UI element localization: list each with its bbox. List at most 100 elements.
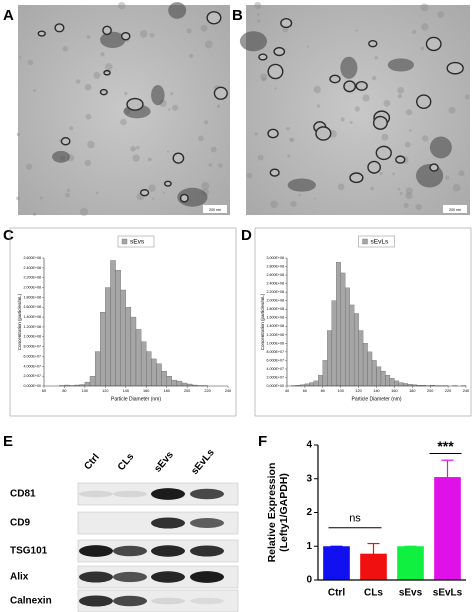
texture — [397, 93, 402, 99]
scale-bar-box — [443, 205, 467, 213]
texture — [354, 106, 361, 112]
y-tick-label: 6.000E+07 — [267, 358, 285, 362]
x-tick-label: CLs — [364, 588, 383, 599]
texture — [198, 135, 204, 142]
texture — [18, 55, 22, 59]
y-tick-label: 2.000E+08 — [24, 285, 42, 289]
vesicle — [280, 18, 293, 29]
texture — [405, 109, 413, 116]
texture — [397, 87, 405, 94]
y-tick-label: 2.600E+08 — [267, 273, 285, 277]
texture — [420, 3, 429, 12]
histogram-bar — [130, 316, 137, 387]
histogram-bar — [156, 363, 162, 387]
histogram-bar — [105, 287, 111, 387]
histogram-bar — [340, 272, 346, 387]
histogram-bar — [171, 379, 178, 387]
y-tick-label: 3.000E+08 — [267, 256, 285, 260]
histogram-bar — [181, 382, 188, 387]
panel-label: A — [3, 7, 14, 24]
texture — [381, 133, 389, 141]
bar — [323, 546, 350, 580]
y-axis-label: Relative Expression — [266, 463, 278, 563]
histogram-bar — [398, 382, 404, 387]
panel-border — [254, 227, 472, 417]
vesicle — [102, 25, 112, 36]
texture — [204, 40, 213, 49]
vesicle — [368, 40, 378, 48]
vesicle — [267, 128, 279, 139]
y-tick-label: 6.000E+07 — [24, 354, 42, 358]
histogram-bar — [353, 313, 359, 387]
stain — [151, 84, 165, 106]
band — [113, 490, 147, 498]
texture — [149, 32, 155, 38]
texture — [139, 30, 148, 38]
y-tick-label: 2 — [306, 507, 312, 518]
band — [151, 488, 185, 500]
texture — [306, 45, 310, 48]
histogram-bar — [304, 383, 310, 387]
y-tick-label: 1.400E+08 — [24, 315, 42, 319]
texture — [437, 11, 445, 18]
x-tick-label: 180 — [409, 389, 415, 393]
texture — [148, 184, 156, 192]
vesicle — [416, 94, 432, 110]
histogram-bar — [376, 366, 382, 387]
y-tick-label: 4 — [306, 440, 312, 451]
y-tick-label: 1.400E+08 — [267, 324, 285, 328]
blot-column-label: sEvs — [152, 449, 176, 474]
histogram-bar — [362, 343, 368, 387]
legend-box — [358, 235, 395, 248]
histogram-bar — [125, 307, 132, 387]
y-tick-label: 2.600E+08 — [24, 256, 42, 260]
texture — [355, 29, 358, 32]
texture — [124, 91, 128, 96]
texture — [422, 135, 429, 142]
x-tick-label: 140 — [373, 389, 379, 393]
scale-bar-label: 200 nm — [209, 208, 221, 212]
stain — [239, 31, 267, 52]
vesicle — [329, 74, 341, 84]
texture — [337, 183, 345, 191]
vesicle — [343, 80, 357, 93]
texture — [298, 194, 301, 197]
x-tick-label: 60 — [303, 389, 307, 393]
stain — [429, 136, 452, 159]
vesicle — [126, 97, 144, 111]
blot-column-label: Ctrl — [82, 452, 102, 472]
histogram-bar — [166, 376, 172, 387]
texture — [189, 53, 194, 58]
y-tick-label: 2.000E+08 — [267, 299, 285, 303]
band — [113, 595, 147, 607]
western-blot: Ctrl CLs sEvs sEvLs CD81 CD9 TSG101 Alix Calnexi… — [10, 447, 239, 612]
vesicle — [273, 46, 286, 57]
texture — [33, 88, 36, 92]
texture — [405, 187, 413, 195]
texture — [399, 192, 403, 196]
texture — [39, 196, 43, 200]
y-tick-label: 8.000E+07 — [267, 350, 285, 354]
vesicle — [372, 115, 388, 130]
vesicle — [164, 180, 172, 187]
texture — [464, 94, 470, 100]
y-tick-label: 2.200E+08 — [24, 276, 42, 280]
histogram-bar — [140, 341, 147, 387]
vesicle — [99, 88, 108, 96]
x-tick-label: 200 — [184, 389, 190, 393]
stain — [340, 56, 358, 79]
texture — [93, 71, 101, 79]
texture — [85, 113, 92, 120]
vesicle — [375, 145, 392, 161]
texture — [208, 163, 213, 167]
band — [190, 488, 224, 500]
annotation: ns — [349, 513, 361, 525]
y-tick-label: 1.800E+08 — [24, 295, 42, 299]
texture — [62, 46, 68, 52]
legend-label: sEvs — [130, 238, 145, 245]
texture — [246, 172, 253, 179]
texture — [210, 146, 217, 153]
y-tick-label: 2.200E+08 — [267, 290, 285, 294]
texture — [254, 132, 258, 136]
panel-label: B — [232, 7, 243, 24]
